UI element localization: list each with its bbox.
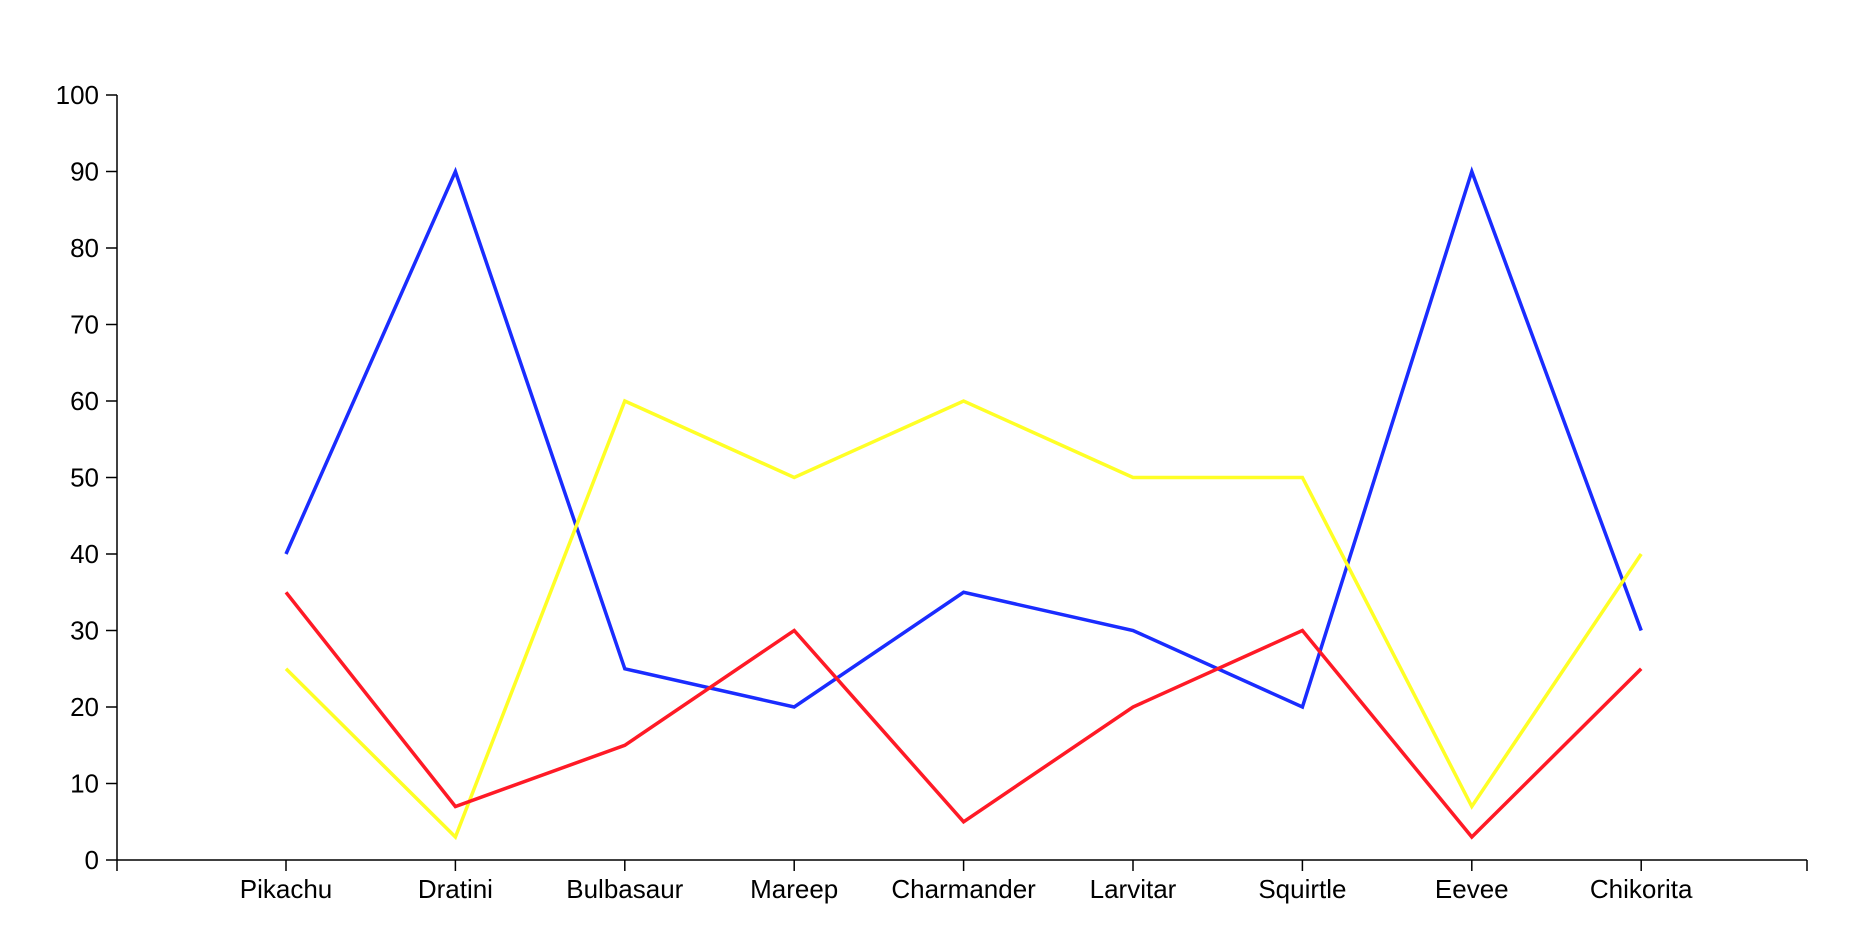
x-axis-ticks: Pikachu Dratini Bulbasaur Mareep Charmander L…: [240, 860, 1693, 904]
x-tick-label-charmander: Charmander: [891, 874, 1036, 904]
y-tick-label: 100: [56, 80, 99, 110]
y-tick-label: 60: [70, 386, 99, 416]
x-tick-label-bulbasaur: Bulbasaur: [566, 874, 683, 904]
series-line-2: [284, 398, 1643, 841]
y-tick-label: 20: [70, 692, 99, 722]
y-tick-label: 80: [70, 233, 99, 263]
x-tick-label-dratini: Dratini: [418, 874, 493, 904]
y-tick-label: 30: [70, 616, 99, 646]
x-tick-label-mareep: Mareep: [750, 874, 838, 904]
x-tick-label-pikachu: Pikachu: [240, 874, 333, 904]
y-tick-label: 50: [70, 463, 99, 493]
y-axis-ticks: 0 10 20 30 40 50 60 70 80 90 100: [56, 80, 117, 875]
series-line-3: [284, 591, 1643, 840]
y-tick-label: 40: [70, 539, 99, 569]
x-tick-label-squirtle: Squirtle: [1258, 874, 1346, 904]
series-lines: [284, 166, 1643, 841]
y-tick-label: 90: [70, 157, 99, 187]
series-line-1: [284, 166, 1643, 710]
y-tick-label: 0: [85, 845, 99, 875]
x-tick-label-chikorita: Chikorita: [1590, 874, 1693, 904]
x-tick-label-larvitar: Larvitar: [1090, 874, 1177, 904]
y-tick-label: 10: [70, 769, 99, 799]
y-tick-label: 70: [70, 310, 99, 340]
x-tick-label-eevee: Eevee: [1435, 874, 1509, 904]
